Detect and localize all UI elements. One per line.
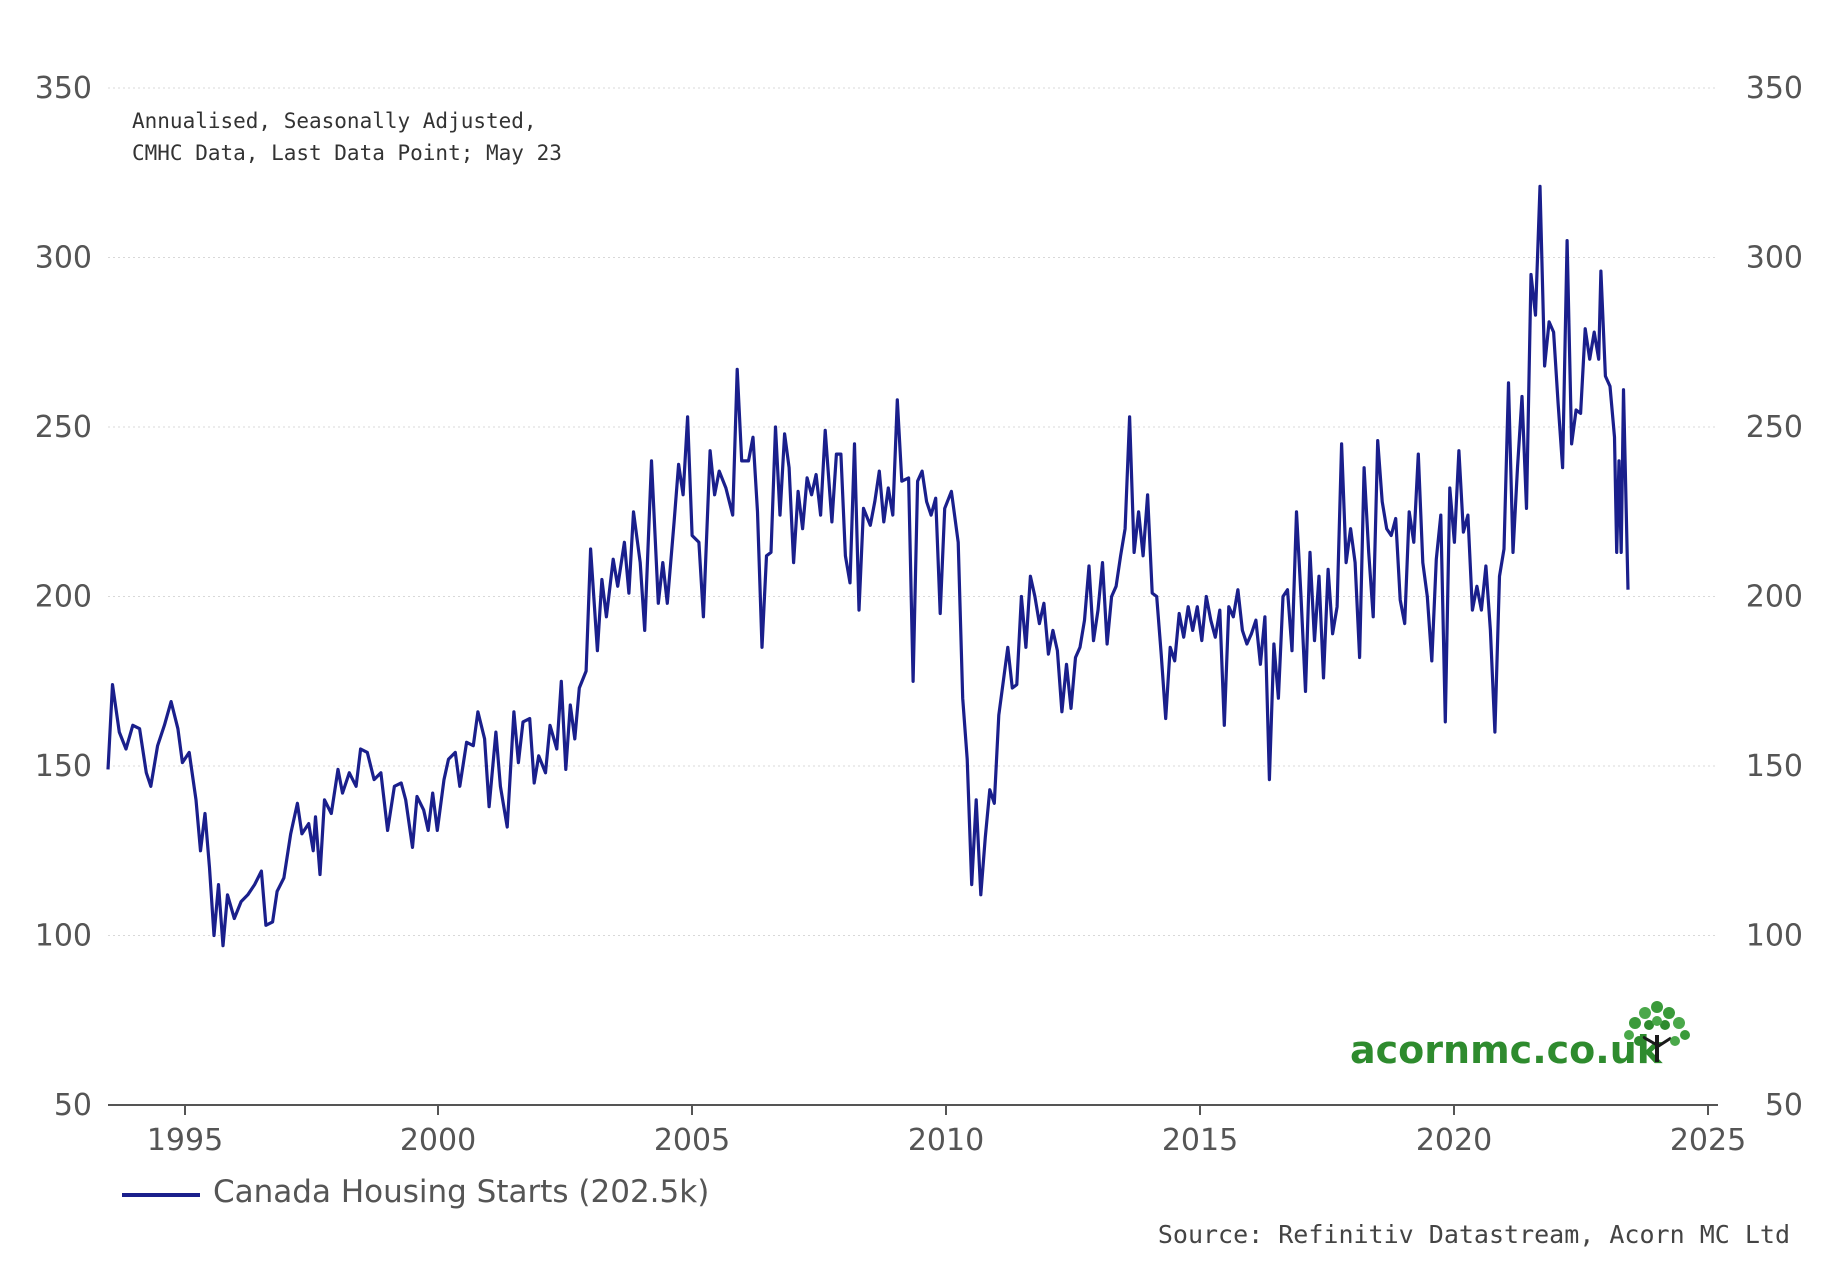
y-tick-left-label: 100 bbox=[35, 919, 92, 954]
legend: Canada Housing Starts (202.5k) bbox=[122, 1174, 709, 1210]
logo-text: acornmc.co.uk bbox=[1350, 1028, 1663, 1072]
y-tick-left-label: 250 bbox=[35, 410, 92, 445]
tree-icon bbox=[1624, 1001, 1690, 1062]
x-axis: 1995 2000 2005 2010 2015 2020 2025 bbox=[108, 1104, 1746, 1158]
source-note: Source: Refinitiv Datastream, Acorn MC L… bbox=[1158, 1220, 1790, 1249]
legend-label: Canada Housing Starts (202.5k) bbox=[213, 1174, 709, 1210]
x-tick-label: 2010 bbox=[908, 1123, 984, 1158]
y-tick-right-label: 250 bbox=[1746, 410, 1803, 445]
x-tick-label: 1995 bbox=[147, 1123, 223, 1158]
y-tick-right-label: 150 bbox=[1746, 749, 1803, 784]
series-line-canada-housing-starts bbox=[106, 184, 1630, 948]
gridlines bbox=[108, 87, 1718, 936]
y-tick-right-label: 100 bbox=[1746, 919, 1803, 954]
y-tick-left-label: 150 bbox=[35, 749, 92, 784]
y-tick-right-label: 300 bbox=[1746, 241, 1803, 276]
x-tick-label: 2020 bbox=[1416, 1123, 1492, 1158]
y-tick-left-label: 350 bbox=[35, 71, 92, 106]
y-tick-right-label: 200 bbox=[1746, 580, 1803, 615]
annotation-line-1: Annualised, Seasonally Adjusted, bbox=[132, 109, 537, 133]
x-tick-label: 2025 bbox=[1670, 1123, 1746, 1158]
annotation-line-2: CMHC Data, Last Data Point; May 23 bbox=[132, 141, 562, 165]
x-tick-label: 2015 bbox=[1162, 1123, 1238, 1158]
y-tick-left-label: 200 bbox=[35, 580, 92, 615]
x-tick-label: 2000 bbox=[400, 1123, 476, 1158]
y-axis-right: 350 300 250 200 150 100 50 bbox=[1746, 71, 1803, 1123]
y-tick-left-label: 300 bbox=[35, 241, 92, 276]
y-tick-left-label: 50 bbox=[54, 1088, 92, 1123]
y-tick-right-label: 50 bbox=[1765, 1088, 1803, 1123]
logo: acornmc.co.uk bbox=[1350, 1001, 1690, 1072]
x-tick-label: 2005 bbox=[654, 1123, 730, 1158]
series-layer bbox=[106, 184, 1630, 948]
y-tick-right-label: 350 bbox=[1746, 71, 1803, 106]
y-axis-left: 350 300 250 200 150 100 50 bbox=[35, 71, 92, 1123]
